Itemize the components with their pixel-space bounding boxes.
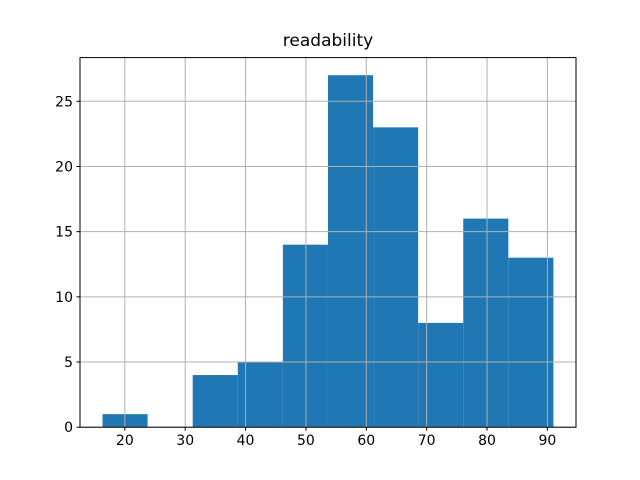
histogram-bar [192, 375, 238, 428]
histogram-bar [508, 257, 554, 428]
chart-title: readability [282, 31, 374, 51]
histogram-bar [237, 362, 283, 428]
y-tick-label: 5 [64, 355, 73, 371]
histogram-bar [282, 244, 328, 428]
x-tick-label: 70 [418, 433, 436, 449]
x-tick-label: 20 [116, 433, 134, 449]
x-tick-label: 90 [538, 433, 556, 449]
x-tick-label: 30 [176, 433, 194, 449]
x-tick-label: 60 [357, 433, 375, 449]
histogram-bar [463, 218, 509, 428]
x-tick-label: 80 [478, 433, 496, 449]
y-tick-label: 0 [64, 420, 73, 436]
y-tick-label: 10 [55, 290, 73, 306]
histogram-bar [418, 322, 464, 428]
y-tick-label: 25 [55, 94, 73, 110]
histogram-bar [373, 127, 419, 428]
x-tick-label: 50 [297, 433, 315, 449]
axes-spines [79, 57, 577, 428]
x-tick-label: 40 [237, 433, 255, 449]
y-tick-label: 15 [55, 225, 73, 241]
y-tick-label: 20 [55, 159, 73, 175]
histogram-bar [327, 75, 374, 428]
